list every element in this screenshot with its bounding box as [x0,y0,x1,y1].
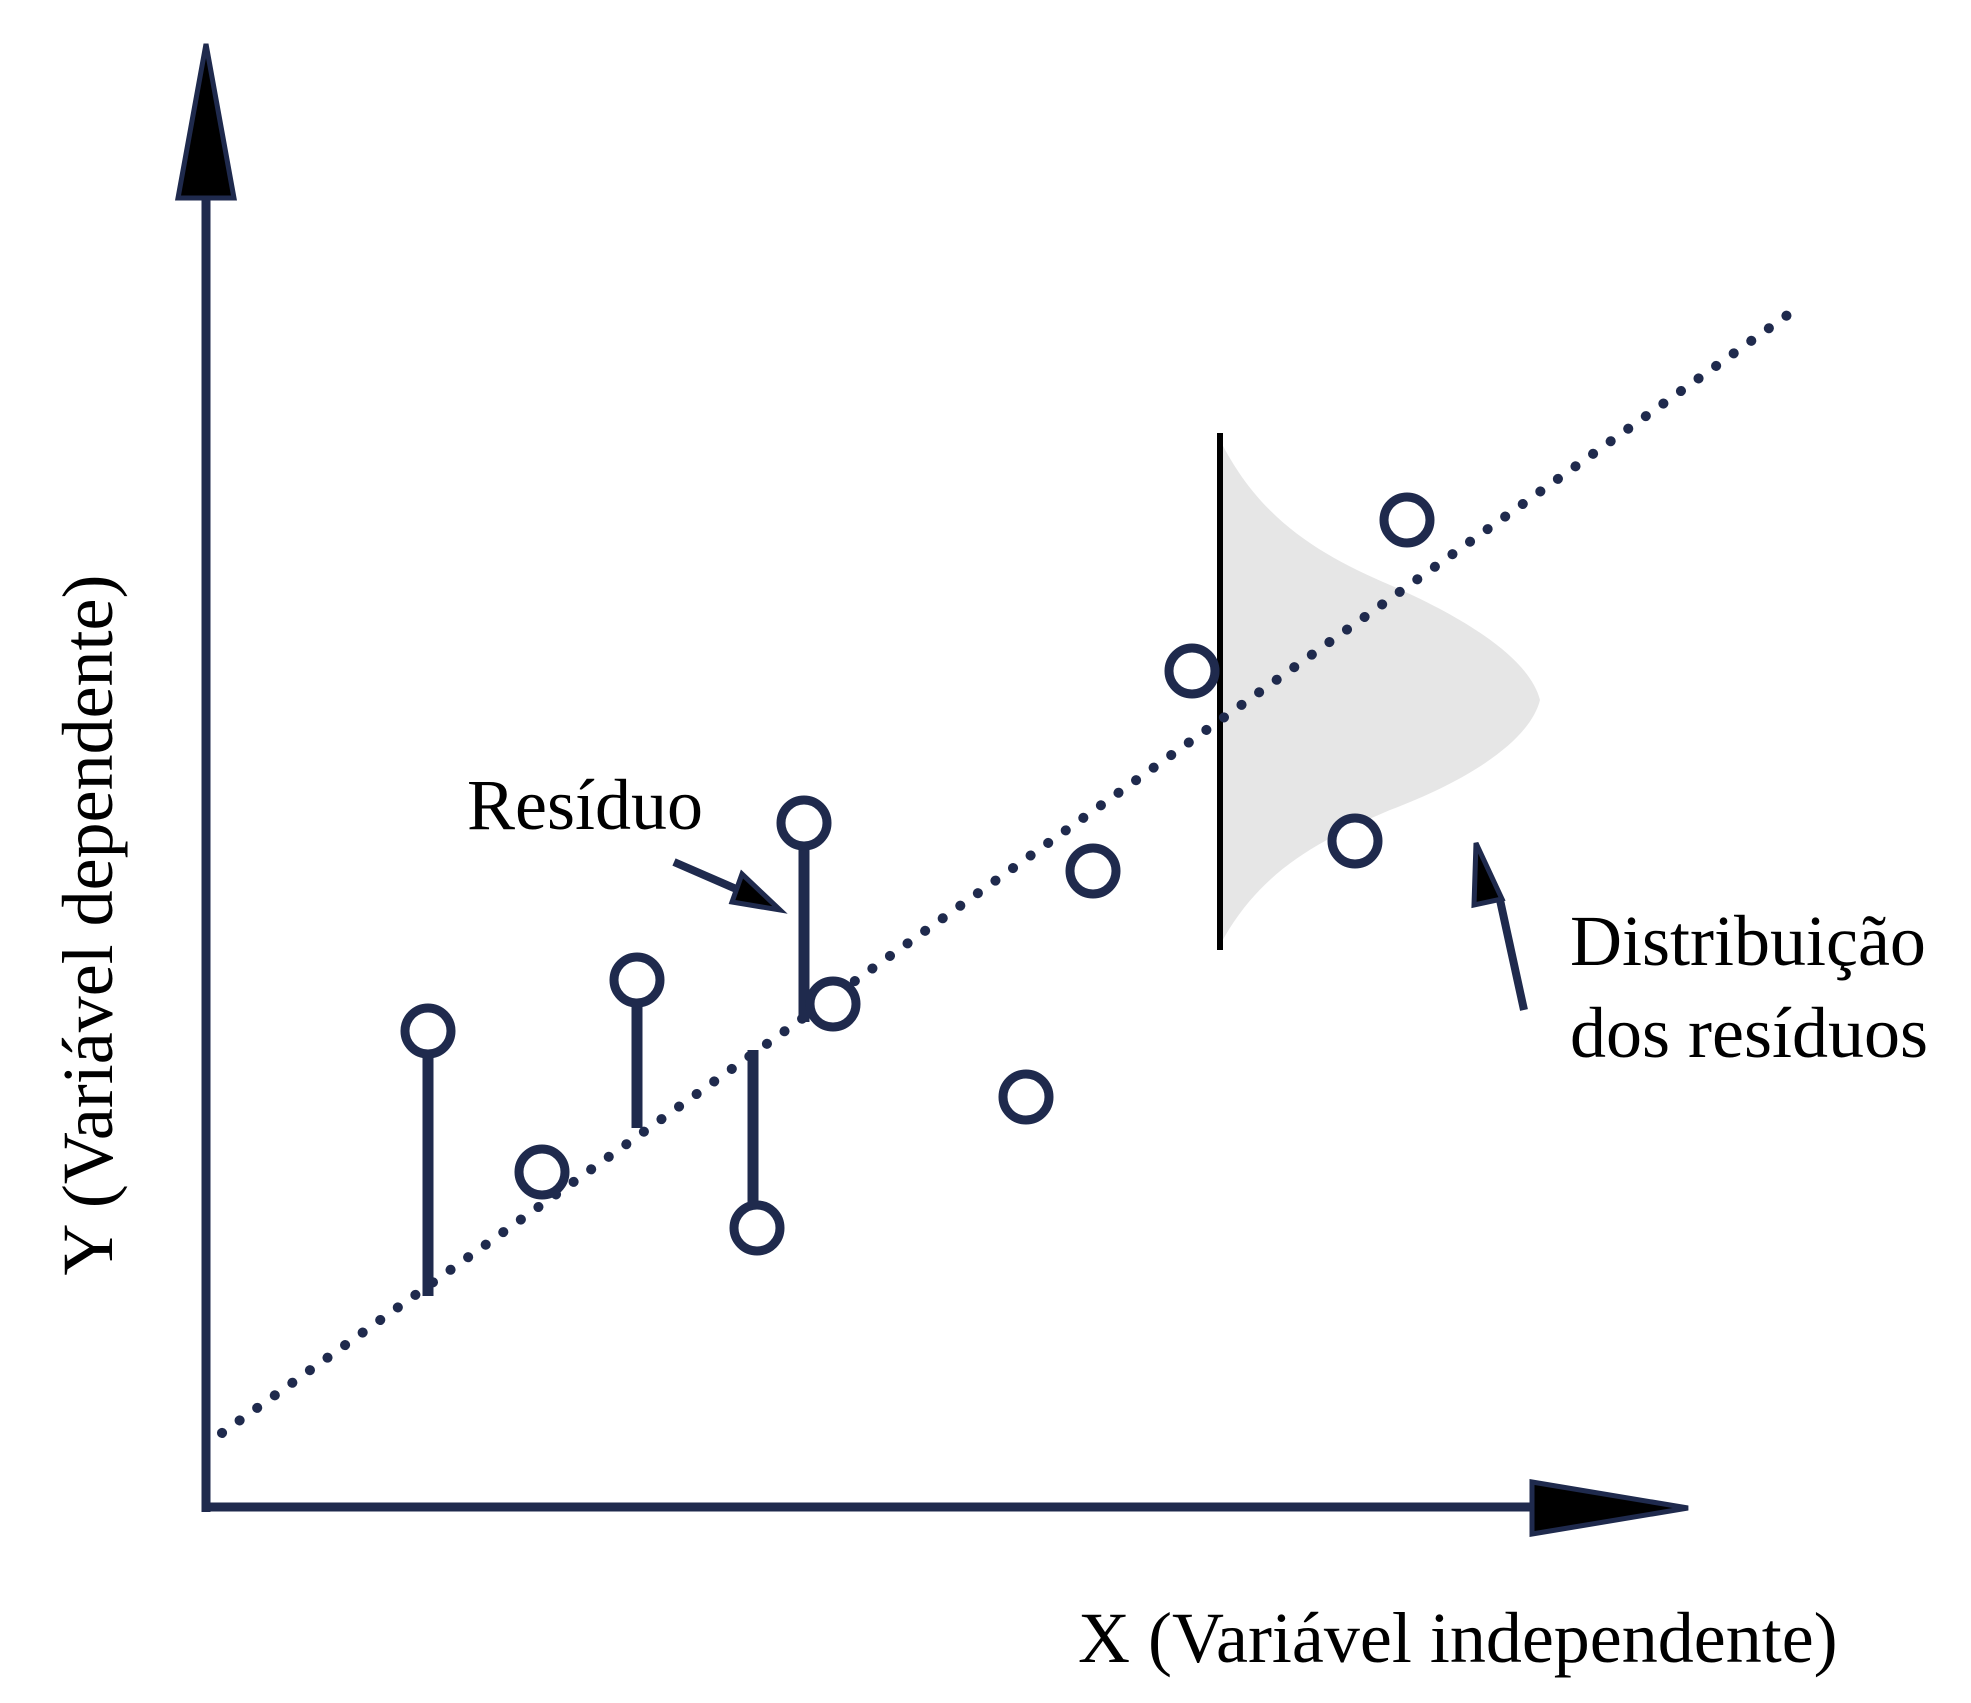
y-axis-label: Y (Variável dependente) [48,575,128,1276]
data-point [1327,813,1383,869]
distribution-label-line1: Distribuição [1570,901,1926,981]
data-point [1164,643,1220,699]
x-axis-arrowhead [1529,1479,1689,1537]
distribution-pointer-arrow [1496,899,1528,1011]
residual-distribution-curve [1220,440,1540,945]
x-axis-label: X (Variável independente) [1078,1598,1838,1678]
data-point [998,1069,1054,1125]
data-point [1379,492,1435,548]
data-point [729,1200,785,1256]
y-axis-arrowhead [175,43,237,201]
residual-pointer-arrowhead [728,869,788,914]
regression-line [217,301,1805,1438]
data-point [1065,843,1121,899]
data-point [776,795,832,851]
residual-label: Resíduo [467,765,703,845]
distribution-pointer-arrowhead [1471,841,1506,909]
data-point [805,976,861,1032]
distribution-label-line2: dos resíduos [1570,993,1928,1073]
data-point [609,952,665,1008]
data-point [400,1003,456,1059]
data-point [514,1144,570,1200]
